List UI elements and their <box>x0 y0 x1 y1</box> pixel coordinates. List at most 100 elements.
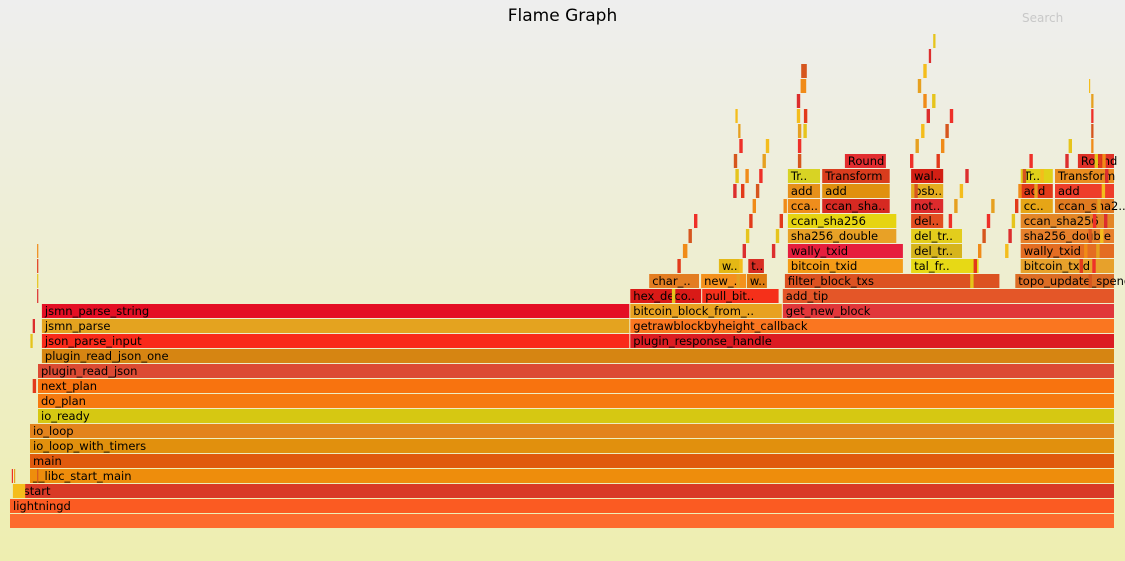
flame-frame-rect[interactable] <box>784 274 1000 288</box>
flame-frame[interactable]: plugin_read_json <box>38 364 1114 378</box>
flame-frame-rect[interactable] <box>630 289 702 303</box>
flame-frame-sliver[interactable] <box>965 169 969 183</box>
flame-frame-sliver[interactable] <box>986 214 991 228</box>
flame-frame[interactable]: getrawblockbyheight_callback <box>630 319 1114 333</box>
flame-frame-rect[interactable] <box>30 454 1114 468</box>
flame-frame-rect[interactable] <box>911 169 944 183</box>
flame-frame-sliver[interactable] <box>803 109 808 123</box>
flame-frame-sliver[interactable] <box>1096 244 1100 258</box>
flame-frame-sliver[interactable] <box>752 199 756 213</box>
flame-frame-rect[interactable] <box>702 289 779 303</box>
flame-frame[interactable]: jsmn_parse <box>41 319 630 333</box>
flame-frame-sliver[interactable] <box>1029 154 1033 168</box>
flame-frame-rect[interactable] <box>30 439 1114 453</box>
flame-frame-rect[interactable] <box>630 319 1114 333</box>
flame-frame-sliver[interactable] <box>671 289 676 303</box>
flame-frame-sliver[interactable] <box>1068 139 1072 153</box>
flame-frame[interactable]: not.. <box>911 199 944 213</box>
flame-frame-rect[interactable] <box>15 484 1114 498</box>
flame-frame-rect[interactable] <box>782 289 1114 303</box>
flame-frame[interactable]: lightningd <box>10 499 1114 513</box>
flame-frame-rect[interactable] <box>787 229 897 243</box>
flame-frame-sliver[interactable] <box>762 154 766 168</box>
flame-frame-sliver[interactable] <box>1094 154 1098 168</box>
flame-frame-rect[interactable] <box>38 364 1114 378</box>
flame-frame[interactable]: next_plan <box>38 379 1114 393</box>
flame-frame-rect[interactable] <box>1020 229 1114 243</box>
flame-frame-rect[interactable] <box>822 184 890 198</box>
flame-frame-sliver[interactable] <box>783 199 787 213</box>
flame-frame-rect[interactable] <box>782 304 1114 318</box>
flame-frame-rect[interactable] <box>1015 274 1114 288</box>
flame-frame-rect[interactable] <box>748 259 764 273</box>
flame-frame-sliver[interactable] <box>755 184 760 198</box>
flame-frame[interactable]: ccan_sha2.. <box>1055 199 1125 213</box>
flame-frame[interactable]: w.. <box>746 274 767 288</box>
flame-frame-sliver[interactable] <box>736 274 740 288</box>
flame-frame-sliver[interactable] <box>797 154 802 168</box>
flame-frame-sliver[interactable] <box>941 139 945 153</box>
flame-frame-rect[interactable] <box>38 379 1114 393</box>
flame-frame[interactable]: _start <box>15 484 1114 498</box>
flame-frame[interactable]: t.. <box>748 259 764 273</box>
flame-frame-rect[interactable] <box>911 259 979 273</box>
flame-frame[interactable]: ccan_sha256 <box>787 214 897 228</box>
flame-frame-sliver[interactable] <box>745 169 749 183</box>
flame-frame-sliver[interactable] <box>797 139 802 153</box>
flame-frame-sliver[interactable] <box>745 229 750 243</box>
flame-frame-sliver[interactable] <box>739 139 743 153</box>
flame-frame[interactable]: bitcoin_txid <box>1020 259 1114 273</box>
flame-frame[interactable]: add_tip <box>782 289 1114 303</box>
flame-frame[interactable]: sha256_double <box>1020 229 1114 243</box>
flame-frame[interactable]: char_.. <box>649 274 699 288</box>
flame-frame-sliver[interactable] <box>926 109 930 123</box>
flame-frame[interactable]: json_parse_input <box>41 334 630 348</box>
flame-frame[interactable]: tal_fr.. <box>911 259 979 273</box>
flame-frame-sliver[interactable] <box>1084 244 1088 258</box>
flame-frame[interactable]: ccan_sha.. <box>822 199 890 213</box>
flame-frame-rect[interactable] <box>701 274 746 288</box>
flame-frame-sliver[interactable] <box>1011 214 1016 228</box>
flame-frame-sliver[interactable] <box>923 94 927 108</box>
flame-frame-rect[interactable] <box>1055 169 1114 183</box>
flame-frame-sliver[interactable] <box>1097 199 1101 213</box>
flame-frame-sliver[interactable] <box>32 319 35 333</box>
flame-frame-sliver[interactable] <box>973 259 977 273</box>
flame-frame-sliver[interactable] <box>1100 229 1104 243</box>
flame-frame-rect[interactable] <box>649 274 699 288</box>
flame-frame-sliver[interactable] <box>735 109 738 123</box>
flame-frame-sliver[interactable] <box>982 229 986 243</box>
flame-frame-sliver[interactable] <box>677 259 681 273</box>
flame-frame[interactable]: main <box>30 454 1114 468</box>
flame-frame-rect[interactable] <box>30 469 1114 483</box>
flame-frame-sliver[interactable] <box>800 79 807 93</box>
flame-frame-sliver[interactable] <box>37 274 39 288</box>
flame-frame-sliver[interactable] <box>1105 169 1109 183</box>
flame-frame-sliver[interactable] <box>1091 124 1094 138</box>
flame-frame[interactable]: plugin_read_json_one <box>41 349 1114 363</box>
flame-frame[interactable]: do_plan <box>38 394 1114 408</box>
flame-frame-sliver[interactable] <box>694 214 698 228</box>
flame-frame-rect[interactable] <box>1055 199 1114 213</box>
flame-frame-rect[interactable] <box>10 499 1114 513</box>
flame-frame-sliver[interactable] <box>37 469 39 483</box>
flame-frame-sliver[interactable] <box>30 334 33 348</box>
flame-frame-sliver[interactable] <box>921 124 925 138</box>
flame-frame-sliver[interactable] <box>1005 244 1009 258</box>
flame-frame[interactable]: io_loop <box>30 424 1114 438</box>
flame-frame[interactable]: __libc_start_main <box>30 469 1114 483</box>
flame-frame-rect[interactable] <box>822 199 890 213</box>
flame-frame-rect[interactable] <box>787 244 903 258</box>
flame-frame-sliver[interactable] <box>796 109 801 123</box>
flame-frame-rect[interactable] <box>822 169 890 183</box>
flame-frame-rect[interactable] <box>787 169 820 183</box>
flame-frame[interactable]: add <box>822 184 890 198</box>
flame-frame-rect[interactable] <box>41 304 630 318</box>
flame-frame-rect[interactable] <box>911 229 962 243</box>
flame-frame-sliver[interactable] <box>954 199 958 213</box>
flame-frame-sliver[interactable] <box>959 184 964 198</box>
flame-frame-rect[interactable] <box>746 274 767 288</box>
flame-frame-sliver[interactable] <box>936 154 940 168</box>
flame-frame-sliver[interactable] <box>1034 184 1038 198</box>
flame-frame-rect[interactable] <box>1020 244 1114 258</box>
